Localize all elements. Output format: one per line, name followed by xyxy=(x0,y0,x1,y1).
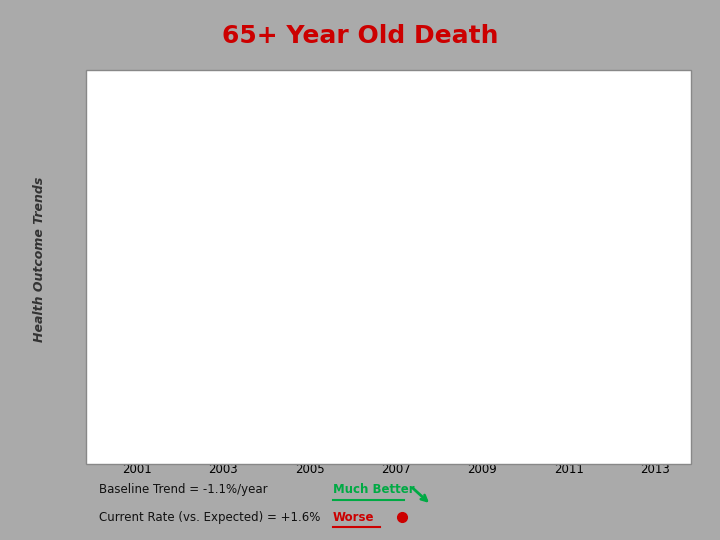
Point xyxy=(520,218,531,227)
Text: Worse: Worse xyxy=(333,511,374,524)
Text: Baseline Trend = -1.1%/year: Baseline Trend = -1.1%/year xyxy=(99,483,275,496)
Point xyxy=(477,220,488,229)
Text: -1.1%: -1.1% xyxy=(400,187,445,214)
Text: Age-Adjusted Death Rate per 100,000 for 65+ Year Olds: Age-Adjusted Death Rate per 100,000 for … xyxy=(137,104,601,119)
Point xyxy=(304,210,315,219)
Point xyxy=(606,223,618,232)
Text: 65+ Year Old Death: 65+ Year Old Death xyxy=(222,24,498,48)
Point xyxy=(433,221,445,230)
Text: Current Rate (vs. Expected) = +1.6%: Current Rate (vs. Expected) = +1.6% xyxy=(99,511,328,524)
Point xyxy=(390,214,402,223)
Point xyxy=(174,192,186,201)
Text: Health Outcome Trends: Health Outcome Trends xyxy=(33,177,46,342)
Point xyxy=(261,208,272,217)
Point xyxy=(217,204,229,212)
Point xyxy=(563,219,575,228)
Text: Much Better: Much Better xyxy=(333,483,414,496)
Point xyxy=(347,213,359,222)
